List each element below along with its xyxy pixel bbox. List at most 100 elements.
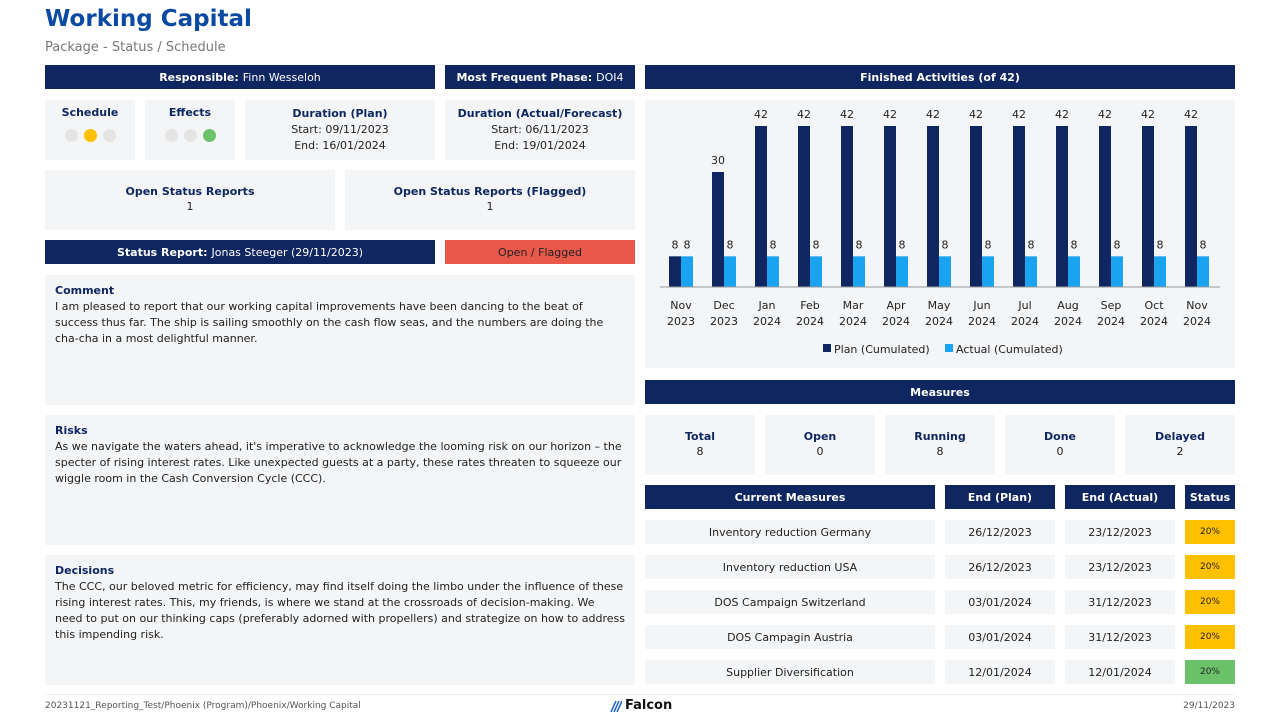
measure-status-cell: 20% — [1185, 660, 1235, 684]
x-tick-label: Jul — [1017, 299, 1031, 312]
falcon-logo: Falcon — [610, 698, 672, 713]
stat-value: 0 — [1056, 445, 1064, 458]
x-tick-label: 2024 — [796, 315, 824, 328]
x-tick-label: 2024 — [882, 315, 910, 328]
x-tick-label: Apr — [886, 299, 906, 312]
bar-actual — [1111, 256, 1123, 287]
bar-plan — [1013, 126, 1025, 287]
measure-name-cell: Inventory reduction USA — [645, 555, 935, 579]
status-light-icon — [64, 129, 78, 142]
data-label: 42 — [1055, 108, 1069, 121]
data-label: 42 — [797, 108, 811, 121]
data-label: 8 — [899, 238, 906, 251]
duration-plan-end: End: 16/01/2024 — [294, 139, 386, 152]
schedule-traffic-light — [45, 129, 135, 142]
data-label: 8 — [684, 238, 691, 251]
bar-actual — [896, 256, 908, 287]
data-label: 8 — [1028, 238, 1035, 251]
data-label: 8 — [1071, 238, 1078, 251]
phase-header: Most Frequent Phase: DOI4 — [445, 65, 635, 89]
measure-status-cell: 20% — [1185, 625, 1235, 649]
data-label: 42 — [754, 108, 768, 121]
chart-header: Finished Activities (of 42) — [645, 65, 1235, 89]
data-label: 8 — [672, 238, 679, 251]
open-reports-label: Open Status Reports — [125, 185, 255, 198]
measure-actual-cell: 23/12/2023 — [1065, 520, 1175, 544]
bar-plan — [970, 126, 982, 287]
bar-plan — [927, 126, 939, 287]
measure-actual-cell: 31/12/2023 — [1065, 590, 1175, 614]
measure-stat-running: Running 8 — [885, 415, 995, 475]
decisions-label: Decisions — [55, 564, 115, 577]
bar-actual — [810, 256, 822, 287]
falcon-brand: Falcon — [625, 698, 673, 713]
data-label: 30 — [711, 154, 725, 167]
status-badge: Open / Flagged — [445, 240, 635, 264]
duration-actual-end: End: 19/01/2024 — [494, 139, 586, 152]
stat-label: Total — [684, 430, 716, 443]
stat-label: Done — [1044, 430, 1076, 443]
measure-plan-cell: 03/01/2024 — [945, 590, 1055, 614]
status-report-header: Status Report: Jonas Steeger (29/11/2023) — [45, 240, 435, 264]
legend-label: Actual (Cumulated) — [956, 343, 1063, 356]
data-label: 8 — [727, 238, 734, 251]
data-label: 8 — [813, 238, 820, 251]
bar-plan — [755, 126, 767, 287]
schedule-label: Schedule — [61, 106, 119, 119]
bar-actual — [853, 256, 865, 287]
data-label: 8 — [1200, 238, 1207, 251]
effects-label: Effects — [168, 106, 212, 119]
measure-name-cell: DOS Campagin Austria — [645, 625, 935, 649]
phase-value: DOI4 — [596, 70, 624, 84]
page-title: Working Capital — [45, 6, 252, 32]
bar-actual — [724, 256, 736, 287]
data-label: 8 — [985, 238, 992, 251]
open-reports-card: Open Status Reports 1 — [45, 170, 335, 230]
bar-actual — [982, 256, 994, 287]
x-tick-label: 2024 — [968, 315, 996, 328]
open-reports-flagged-value: 1 — [486, 200, 494, 213]
x-tick-label: 2024 — [1011, 315, 1039, 328]
decisions-section: Decisions The CCC, our beloved metric fo… — [45, 555, 635, 685]
duration-actual-start: Start: 06/11/2023 — [491, 123, 589, 136]
status-light-icon — [83, 129, 97, 142]
measures-header: Measures — [645, 380, 1235, 404]
data-label: 8 — [942, 238, 949, 251]
measure-name-cell: DOS Campaign Switzerland — [645, 590, 935, 614]
x-tick-label: Dec — [713, 299, 734, 312]
measure-plan-cell: 12/01/2024 — [945, 660, 1055, 684]
data-label: 42 — [1184, 108, 1198, 121]
x-tick-label: 2024 — [1054, 315, 1082, 328]
data-label: 8 — [770, 238, 777, 251]
duration-plan-label: Duration (Plan) — [292, 107, 388, 120]
open-reports-value: 1 — [186, 200, 194, 213]
status-report-value: Jonas Steeger (29/11/2023) — [211, 245, 364, 259]
comment-label: Comment — [55, 284, 115, 297]
status-light-icon — [164, 129, 178, 142]
effects-card: Effects — [145, 100, 235, 160]
measure-name-cell: Inventory reduction Germany — [645, 520, 935, 544]
x-tick-label: Oct — [1144, 299, 1164, 312]
column-header: End (Plan) — [945, 485, 1055, 509]
stat-value: 2 — [1176, 445, 1184, 458]
chart-panel: 8 8 Nov 2023 30 8 Dec 2023 42 8 Jan 2024 42 8 Feb 2024 4… — [645, 100, 1235, 368]
bar-actual — [1197, 256, 1209, 287]
risks-text: As we navigate the waters ahead, it's im… — [55, 440, 622, 485]
x-tick-label: 2023 — [667, 315, 695, 328]
measure-actual-cell: 31/12/2023 — [1065, 625, 1175, 649]
measure-status-cell: 20% — [1185, 520, 1235, 544]
x-tick-label: 2024 — [1097, 315, 1125, 328]
legend-swatch — [823, 344, 831, 352]
measure-stat-open: Open 0 — [765, 415, 875, 475]
data-label: 42 — [840, 108, 854, 121]
legend-swatch — [945, 344, 953, 352]
x-tick-label: Aug — [1057, 299, 1078, 312]
measure-stat-total: Total 8 — [645, 415, 755, 475]
effects-traffic-light — [145, 129, 235, 142]
x-tick-label: Nov — [670, 299, 692, 312]
data-label: 42 — [1012, 108, 1026, 121]
x-tick-label: 2024 — [1140, 315, 1168, 328]
data-label: 42 — [1141, 108, 1155, 121]
data-label: 42 — [1098, 108, 1112, 121]
x-tick-label: 2023 — [710, 315, 738, 328]
